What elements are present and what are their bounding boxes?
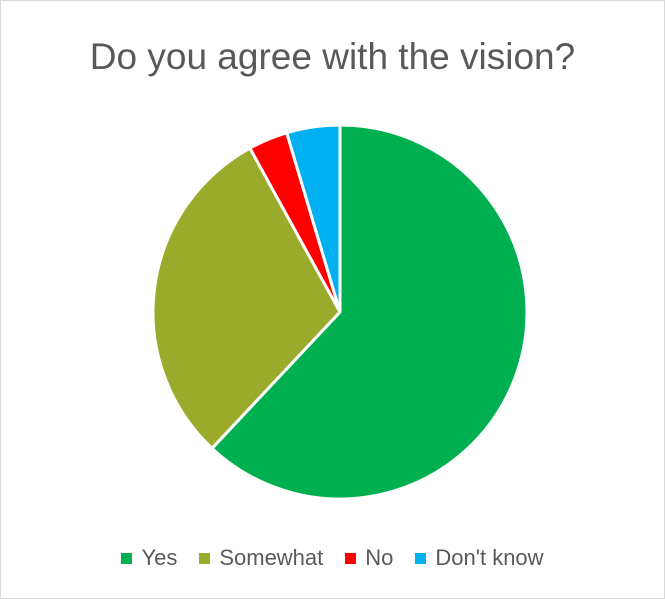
- pie-slice-yes: [210, 123, 529, 501]
- legend-swatch-yes: [121, 552, 133, 564]
- pie-slices: [151, 123, 529, 501]
- legend-item-don-t-know: Don't know: [415, 545, 544, 571]
- legend-item-no: No: [345, 545, 393, 571]
- chart-title: Do you agree with the vision?: [89, 36, 576, 77]
- pie-slice-somewhat: [151, 146, 342, 450]
- legend-label-don-t-know: Don't know: [435, 545, 544, 570]
- chart-legend: Yes Somewhat No Don't know: [0, 545, 665, 571]
- legend-label-yes: Yes: [141, 545, 178, 570]
- pie-slice-don-t-know: [285, 123, 342, 314]
- legend-swatch-no: [345, 552, 357, 564]
- legend-label-somewhat: Somewhat: [219, 545, 324, 570]
- legend-item-somewhat: Somewhat: [199, 545, 323, 571]
- legend-label-no: No: [365, 545, 394, 570]
- legend-swatch-somewhat: [199, 552, 211, 564]
- legend-item-yes: Yes: [121, 545, 177, 571]
- legend-swatch-don-t-know: [415, 552, 427, 564]
